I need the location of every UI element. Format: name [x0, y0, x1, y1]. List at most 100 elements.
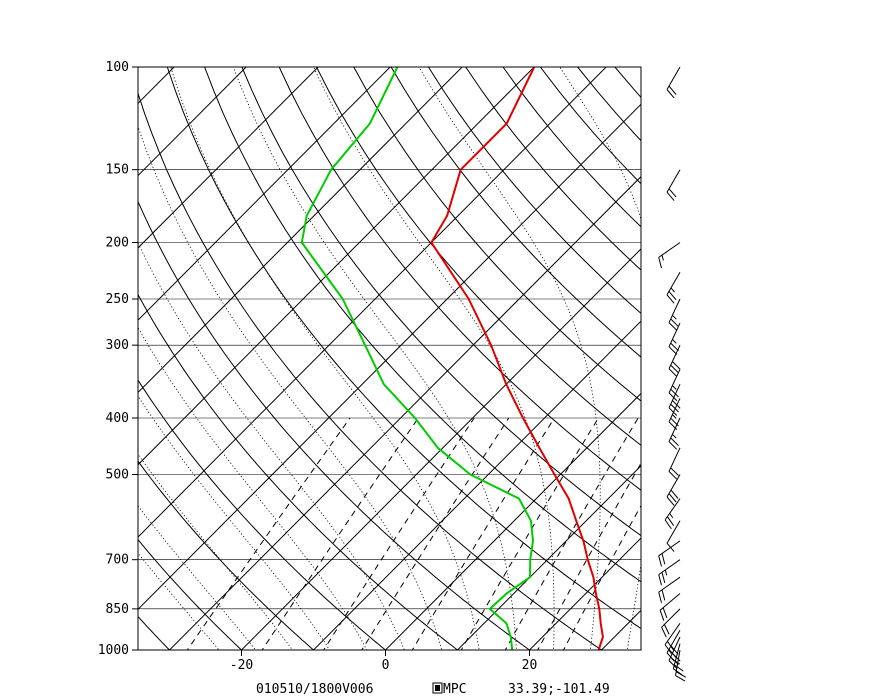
- moist-adiabat-line: [138, 453, 293, 650]
- dry-adiabat-line: [0, 67, 109, 662]
- moist-adiabat-line: [559, 67, 641, 650]
- pressure-tick-label: 700: [106, 553, 129, 568]
- dry-adiabat-line: [138, 293, 459, 650]
- isotherm-line: [138, 103, 641, 611]
- pressure-tick-label: 200: [106, 236, 129, 251]
- wind-barb-icon: [672, 643, 684, 676]
- dry-adiabat-line: [390, 67, 641, 358]
- pressure-axis: 100 150 200 250 300 400 500 700 850 1000: [98, 60, 138, 658]
- dry-adiabat-line: [427, 67, 641, 315]
- dry-adiabat-line: [652, 67, 896, 662]
- footer-source: MPC: [443, 682, 466, 697]
- dry-adiabat-line: [353, 67, 641, 402]
- mixing-ratio-line: [537, 462, 641, 650]
- moist-adiabat-line: [313, 67, 555, 650]
- isotherm-line: [138, 67, 607, 538]
- temperature-profile-line: [430, 67, 604, 650]
- mixing-ratio-line: [186, 417, 351, 650]
- dry-adiabat-line: [577, 67, 641, 142]
- pressure-tick-label: 150: [106, 163, 129, 178]
- wind-barb-icon: [666, 474, 681, 506]
- dry-adiabat-line: [241, 67, 641, 537]
- dry-adiabat-line: [138, 200, 531, 650]
- temperature-tick-label: 0: [382, 658, 390, 673]
- background-lines: [0, 54, 896, 662]
- isotherm-line: [0, 54, 115, 662]
- isotherm-line: [528, 537, 641, 650]
- moist-adiabat-line: [138, 125, 443, 650]
- wind-barb-icon: [658, 242, 681, 269]
- wind-barb-icon: [668, 322, 681, 355]
- wind-barb-icon: [666, 66, 681, 99]
- pressure-tick-label: 250: [106, 292, 129, 307]
- dewpoint-profile-line: [300, 67, 534, 650]
- dry-adiabat-line: [689, 67, 896, 662]
- moist-adiabat-line: [170, 67, 480, 650]
- moist-adiabat-line: [418, 67, 601, 650]
- pressure-tick-label: 500: [106, 467, 129, 482]
- sounding-profiles: [300, 67, 604, 650]
- dry-adiabat-line: [138, 460, 315, 650]
- dry-adiabat-line: [138, 379, 387, 650]
- wind-barb-icon: [668, 417, 681, 450]
- wind-barb-icon: [668, 369, 681, 401]
- mixing-ratio-line: [460, 417, 599, 650]
- wind-barb-icon: [666, 630, 681, 662]
- temperature-tick-label: 20: [522, 658, 538, 673]
- pressure-tick-label: 850: [106, 602, 129, 617]
- dry-adiabat-line: [138, 91, 603, 650]
- pressure-tick-label: 100: [106, 60, 129, 75]
- isotherm-line: [0, 54, 43, 662]
- dry-adiabat-line: [138, 615, 171, 650]
- dry-adiabat-line: [614, 67, 641, 99]
- wind-barb-icon: [661, 608, 681, 638]
- wind-barb-icon: [666, 272, 681, 304]
- dry-adiabat-line: [539, 67, 641, 185]
- wind-barb-icon: [668, 383, 681, 416]
- isotherm-line: [138, 67, 247, 177]
- dry-adiabat-line: [204, 67, 641, 583]
- wind-barb-icon: [658, 540, 681, 567]
- wind-barb-icon: [668, 636, 681, 669]
- isotherm-line: [138, 67, 319, 249]
- isotherm-line: [384, 392, 641, 650]
- dry-adiabat-line: [138, 538, 243, 650]
- footer-location: 33.39;-101.49: [508, 682, 610, 697]
- wind-barb-icon: [664, 623, 681, 654]
- mixing-ratio-line: [261, 417, 419, 650]
- pressure-tick-label: 1000: [98, 643, 129, 658]
- dry-adiabat-line: [278, 67, 641, 491]
- isotherm-line: [456, 465, 641, 650]
- mixing-ratio-line: [562, 504, 641, 650]
- dry-adiabat-line: [316, 67, 641, 446]
- wind-barb-icon: [659, 593, 681, 621]
- moist-adiabat-line: [138, 395, 331, 650]
- wind-barb-icon: [668, 298, 681, 331]
- moist-adiabat-line: [138, 241, 405, 650]
- wind-barb-icon: [664, 498, 681, 530]
- wind-barb-icon: [668, 447, 681, 480]
- mixing-ratio-line: [411, 417, 555, 650]
- dry-adiabat-line: [166, 67, 641, 630]
- wind-barb-icon: [666, 520, 681, 552]
- temperature-tick-label: -20: [230, 658, 253, 673]
- isotherm-line: [312, 320, 641, 650]
- mixing-ratio-line: [361, 417, 510, 650]
- isotherm-line: [138, 67, 175, 105]
- footer-valid-time: 010510/1800V006: [256, 682, 373, 697]
- moist-adiabat-line: [138, 552, 220, 650]
- isotherm-line: [138, 67, 535, 466]
- wind-barb-icon: [658, 576, 681, 603]
- mpc-logo-icon: [432, 682, 443, 694]
- isotherm-line: [138, 67, 391, 321]
- wind-barb-icon: [666, 169, 681, 201]
- isotherm-line: [138, 67, 463, 394]
- isotherm-line: [168, 175, 641, 650]
- wind-barbs: [658, 66, 686, 682]
- mixing-ratio-line: [323, 417, 475, 650]
- pressure-tick-label: 300: [106, 338, 129, 353]
- isotherm-line: [600, 609, 641, 650]
- pressure-tick-label: 400: [106, 411, 129, 426]
- wind-barb-icon: [658, 559, 681, 586]
